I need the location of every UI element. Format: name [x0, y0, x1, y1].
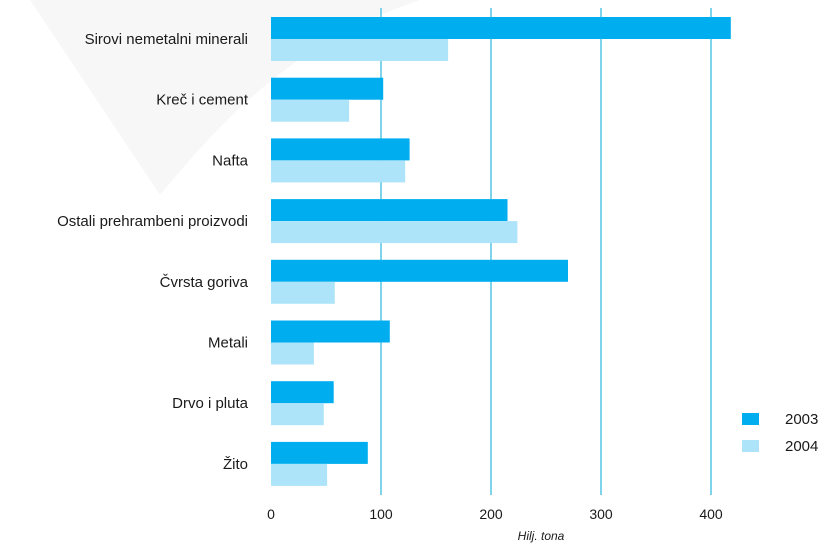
bar-2003-1 — [271, 77, 384, 100]
x-tick-label: 300 — [589, 506, 613, 522]
legend-label-2004: 2004 — [785, 438, 818, 455]
bar-2004-5 — [271, 342, 314, 365]
bar-2004-7 — [271, 463, 328, 486]
bars — [271, 17, 731, 486]
category-label: Nafta — [212, 152, 249, 169]
legend-label-2003: 2003 — [785, 411, 818, 428]
x-tick-labels: 0 100 200 300 400 — [267, 506, 723, 522]
category-label: Metali — [208, 335, 248, 352]
gridlines — [380, 8, 712, 495]
category-label: Sirovi nemetalni minerali — [85, 31, 248, 48]
bar-2003-0 — [271, 17, 731, 39]
bar-2004-2 — [271, 160, 406, 183]
category-labels: Sirovi nemetalni minerali Kreč i cement Na… — [57, 31, 249, 473]
bar-2003-6 — [271, 381, 334, 404]
category-label: Drvo i pluta — [172, 395, 249, 412]
background-decoration — [30, 0, 420, 195]
bar-2004-6 — [271, 403, 324, 426]
bar-2003-7 — [271, 441, 368, 464]
x-axis-title: Hilj. tona — [518, 529, 565, 543]
bar-2004-1 — [271, 99, 350, 122]
legend-swatch-2003 — [742, 413, 759, 425]
legend-swatch-2004 — [742, 440, 759, 452]
category-label: Čvrsta goriva — [160, 274, 249, 291]
bar-2003-2 — [271, 138, 410, 161]
bar-2003-3 — [271, 199, 508, 222]
x-tick-label: 400 — [699, 506, 723, 522]
bar-2004-4 — [271, 281, 335, 304]
bar-2003-5 — [271, 320, 390, 343]
bar-2004-3 — [271, 221, 518, 244]
bar-2003-4 — [271, 259, 568, 282]
category-label: Žito — [223, 456, 248, 473]
background-swoosh — [30, 0, 420, 195]
x-tick-label: 200 — [479, 506, 503, 522]
bar-2004-0 — [271, 39, 449, 61]
x-tick-label: 0 — [267, 506, 275, 522]
legend: 2003 2004 — [742, 411, 818, 455]
category-label: Kreč i cement — [156, 92, 249, 109]
x-tick-label: 100 — [369, 506, 393, 522]
category-label: Ostali prehrambeni proizvodi — [57, 213, 248, 230]
